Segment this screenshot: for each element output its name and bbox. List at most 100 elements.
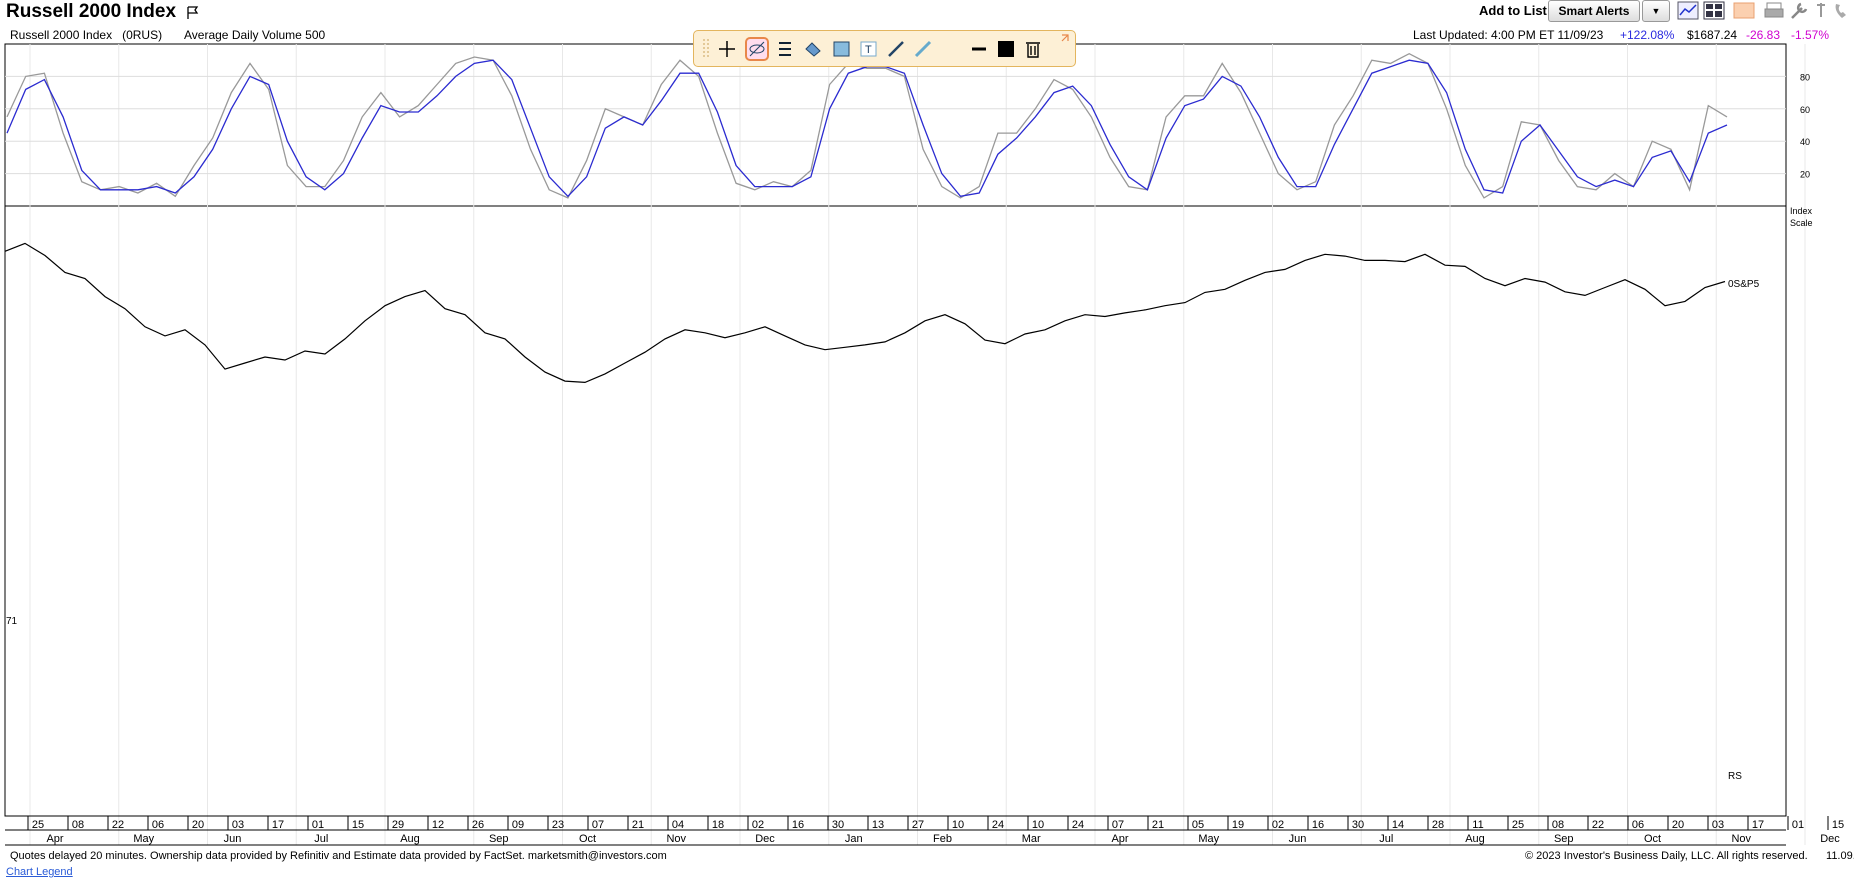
- x-tick-label: 10: [952, 819, 964, 831]
- rs-line-label: RS: [1728, 771, 1742, 782]
- tools-icon[interactable]: [1789, 1, 1811, 21]
- x-tick-label: 03: [1712, 819, 1724, 831]
- pin-icon[interactable]: [1813, 1, 1829, 21]
- rs-series-label: 0S&P5: [1728, 279, 1760, 290]
- x-tick-label: 17: [272, 819, 284, 831]
- collapse-icon[interactable]: [1061, 34, 1069, 42]
- x-tick-label: 08: [1552, 819, 1564, 831]
- print-icon[interactable]: [1763, 1, 1785, 21]
- x-tick-label: 06: [152, 819, 164, 831]
- x-tick-label: 25: [1512, 819, 1524, 831]
- x-month-label: Sep: [1554, 833, 1574, 845]
- rectangle-icon[interactable]: [833, 41, 850, 57]
- smart-alerts-button[interactable]: Smart Alerts: [1548, 0, 1640, 22]
- x-tick-label: 22: [112, 819, 124, 831]
- x-tick-label: 15: [352, 819, 364, 831]
- x-tick-label: 19: [1232, 819, 1244, 831]
- layout-icon[interactable]: [1703, 1, 1725, 21]
- price-change: -26.83: [1746, 28, 1781, 42]
- edge-price-label: 71: [6, 616, 18, 627]
- x-month-label: Mar: [1022, 833, 1041, 845]
- footer-disclaimer: Quotes delayed 20 minutes. Ownership dat…: [10, 850, 667, 862]
- x-tick-label: 02: [752, 819, 764, 831]
- index-scale-label: Index: [1790, 206, 1813, 216]
- grip-icon[interactable]: [703, 39, 709, 59]
- x-tick-label: 04: [672, 819, 684, 831]
- x-month-label: Jun: [1289, 833, 1307, 845]
- x-tick-label: 16: [792, 819, 804, 831]
- x-tick-label: 09: [512, 819, 524, 831]
- x-month-label: Nov: [666, 833, 686, 845]
- crosshair-icon[interactable]: [719, 41, 735, 57]
- x-month-label: Apr: [46, 833, 63, 845]
- page-title: Russell 2000 Index: [6, 1, 177, 22]
- chart-legend-link[interactable]: Chart Legend: [6, 866, 73, 878]
- x-tick-label: 25: [32, 819, 44, 831]
- price-change-percent: -1.57%: [1791, 28, 1830, 42]
- x-tick-label: 13: [872, 819, 884, 831]
- pencil-icon[interactable]: [914, 40, 932, 58]
- x-month-label: Jul: [1379, 833, 1393, 845]
- x-month-label: Nov: [1731, 833, 1751, 845]
- rs-change-percent: +122.08%: [1620, 28, 1675, 42]
- x-tick-label: 06: [1632, 819, 1644, 831]
- line-chart-icon[interactable]: [1677, 1, 1699, 21]
- x-tick-label: 05: [1192, 819, 1204, 831]
- x-tick-label: 24: [1072, 819, 1084, 831]
- text-icon[interactable]: T: [860, 41, 877, 57]
- x-tick-label: 11: [1472, 819, 1483, 831]
- chevron-down-icon[interactable]: ▼: [1642, 0, 1670, 22]
- stoch-tick-label: 80: [1800, 72, 1810, 82]
- x-month-label: Dec: [755, 833, 775, 845]
- line-draw-icon[interactable]: [888, 41, 904, 57]
- stoch-series-line: [6, 52, 1728, 199]
- price-value: $1687.2418002000220024002138.452060.0819…: [1687, 28, 1738, 42]
- x-tick-label: 30: [1352, 819, 1364, 831]
- x-month-label: Sep: [489, 833, 509, 845]
- x-month-label: Oct: [1644, 833, 1661, 845]
- x-month-label: Jul: [314, 833, 328, 845]
- phone-icon[interactable]: [1832, 1, 1852, 21]
- stochastic-panel: 20 40 60 80: [5, 52, 1810, 199]
- x-month-label: May: [1198, 833, 1219, 845]
- x-tick-label: 29: [392, 819, 404, 831]
- x-tick-label: 22: [1592, 819, 1604, 831]
- x-tick-label: 01: [1792, 819, 1804, 831]
- x-tick-label: 01: [312, 819, 324, 831]
- symbol-label: Russell 2000 Index (0RUS): [10, 28, 163, 42]
- x-tick-label: 23: [552, 819, 564, 831]
- x-month-label: Apr: [1111, 833, 1128, 845]
- eye-hidden-icon[interactable]: [745, 37, 769, 61]
- x-axis: 25 08 22 06 20 03 17 01 15 29 12 26 09 23 07 21 04 18 02 16…: [5, 815, 1844, 846]
- trash-icon[interactable]: [1026, 42, 1040, 58]
- x-month-label: Aug: [1465, 833, 1485, 845]
- header: Russell 2000 Index Add to List: Smart Al…: [0, 0, 1854, 28]
- rs-series-line: [4, 242, 1726, 384]
- x-tick-label: 12: [432, 819, 444, 831]
- x-tick-label: 20: [1672, 819, 1684, 831]
- list-icon[interactable]: [779, 42, 791, 56]
- color-swatch-icon[interactable]: [998, 41, 1014, 57]
- fill-icon[interactable]: [805, 42, 821, 57]
- x-tick-label: 28: [1432, 819, 1444, 831]
- last-updated: Last Updated: 4:00 PM ET 11/09/23: [1413, 28, 1604, 42]
- stoch-tick-label: 20: [1800, 170, 1810, 180]
- x-month-label: Dec: [1820, 833, 1840, 845]
- x-tick-label: 24: [992, 819, 1004, 831]
- x-tick-label: 21: [632, 819, 644, 831]
- x-tick-label: 17: [1752, 819, 1764, 831]
- stoch-tick-label: 60: [1800, 105, 1810, 115]
- x-tick-label: 07: [592, 819, 604, 831]
- flag-icon[interactable]: [186, 6, 200, 20]
- price-frame: [4, 205, 1787, 817]
- image-icon[interactable]: [1733, 1, 1755, 21]
- drawing-toolbar: T: [693, 30, 1076, 67]
- x-month-label: May: [133, 833, 154, 845]
- x-tick-label: 08: [72, 819, 84, 831]
- footer-copyright: © 2023 Investor's Business Daily, LLC. A…: [1525, 850, 1854, 862]
- x-tick-label: 26: [472, 819, 484, 831]
- sub-header: Russell 2000 Index (0RUS) Average Daily …: [0, 28, 1854, 44]
- x-tick-label: 03: [232, 819, 244, 831]
- x-tick-label: 20: [192, 819, 204, 831]
